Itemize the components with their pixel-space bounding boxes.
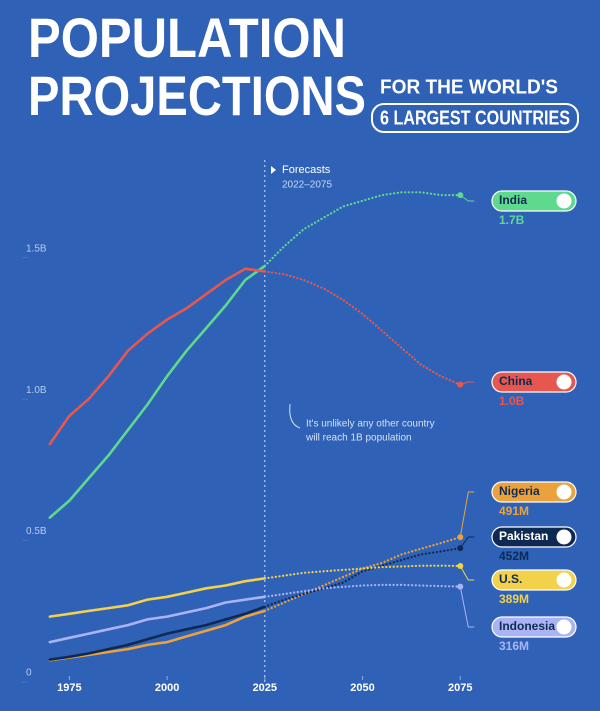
x-tick-label: 2025: [253, 682, 277, 694]
subtitle-box: [371, 103, 579, 133]
flag: [555, 192, 573, 210]
history-line: [48, 264, 267, 519]
title-line: PROJECTIONS: [28, 64, 366, 127]
series-name: India: [499, 193, 527, 207]
flag: [555, 483, 573, 501]
label-connector: [460, 381, 475, 386]
value-label: 452M: [499, 549, 529, 563]
label-pill: [491, 481, 577, 503]
series-name: U.S.: [499, 572, 522, 586]
flag: [555, 618, 573, 636]
series-name: Pakistan: [499, 529, 548, 543]
label-pill: [491, 371, 577, 393]
y-tick-label: 0: [26, 668, 32, 679]
label-pill: [491, 190, 577, 212]
x-tick-label: 2075: [448, 682, 472, 694]
label-connector: [459, 565, 475, 581]
forecast-line: [263, 564, 462, 580]
value-label: 491M: [499, 504, 529, 518]
label-connector: [459, 586, 475, 628]
y-tick-label: 1.5B: [26, 243, 47, 254]
forecast-line: [263, 536, 462, 612]
y-tick-label: 0.5B: [26, 526, 47, 537]
label-pill: [491, 616, 577, 638]
title-line: POPULATION: [28, 6, 346, 69]
label-connector: [459, 491, 475, 538]
flag: [555, 528, 573, 546]
history-line: [48, 605, 267, 661]
forecast-label: Forecasts: [282, 164, 331, 176]
label-connector: [459, 536, 475, 549]
forecast-arrow: [271, 166, 276, 174]
y-tick-label: 1.0B: [26, 385, 47, 396]
x-tick-label: 1975: [57, 682, 81, 694]
forecast-line: [263, 191, 462, 267]
annotation: It's unlikely any other country: [306, 419, 435, 430]
series-name: China: [499, 374, 533, 388]
label-pill: [491, 526, 577, 548]
value-label: 1.0B: [499, 394, 525, 408]
annotation-arrow: [289, 403, 301, 429]
subtitle-line: 6 LARGEST COUNTRIES: [380, 107, 570, 129]
label-pill: [491, 569, 577, 591]
flag: [555, 373, 573, 391]
series-name: Nigeria: [499, 484, 540, 498]
value-label: 316M: [499, 639, 529, 653]
value-label: 1.7B: [499, 213, 525, 227]
forecast-line: [263, 547, 462, 608]
history-line: [48, 595, 267, 644]
subtitle-line: FOR THE WORLD'S: [380, 76, 558, 98]
label-connector: [459, 194, 475, 202]
value-label: 389M: [499, 592, 529, 606]
forecast-line: [263, 270, 462, 386]
x-tick-label: 2000: [155, 682, 179, 694]
forecast-range: 2022–2075: [282, 180, 332, 191]
plot: 0 0.5B 1.0B 1.5B 1975 2000 2025 2050 2075 India 1.…: [22, 160, 577, 694]
annotation: will reach 1B population: [305, 433, 412, 444]
history-line: [48, 577, 267, 618]
series-name: Indonesia: [499, 619, 555, 633]
history-line: [48, 267, 267, 446]
forecast-line: [263, 583, 462, 598]
x-tick-label: 2050: [350, 682, 374, 694]
flag: [555, 571, 573, 589]
